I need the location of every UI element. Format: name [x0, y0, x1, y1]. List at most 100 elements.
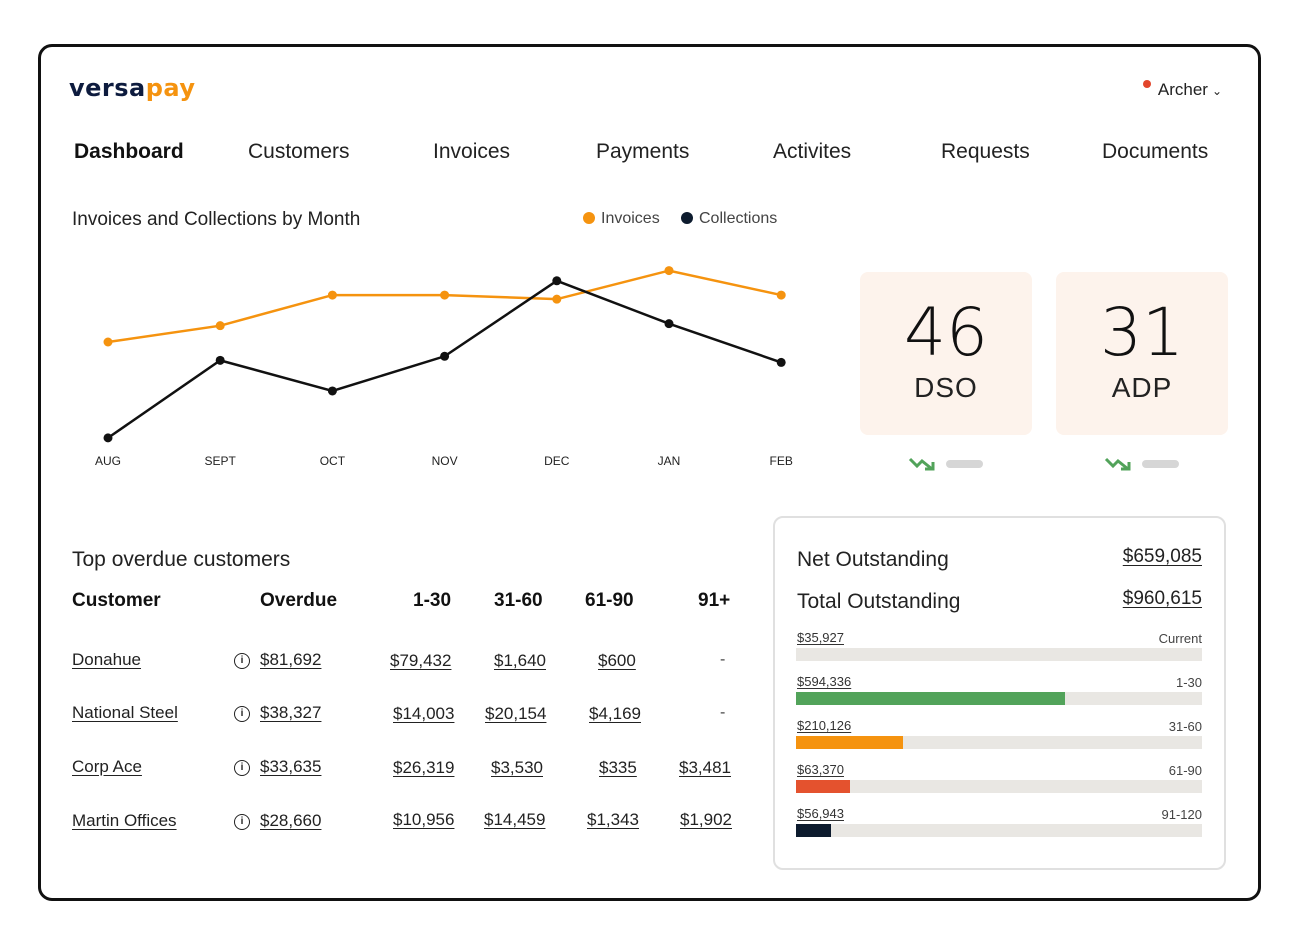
aging-bar-track	[796, 780, 1202, 793]
data-point-collections-nov[interactable]	[440, 351, 450, 361]
info-icon[interactable]: i	[234, 706, 250, 722]
user-menu[interactable]: Archer ⌄	[1142, 80, 1222, 100]
overdue-amount[interactable]: $81,692	[260, 650, 322, 669]
dso-value: 46	[904, 294, 988, 371]
col-61-90[interactable]: 61-90	[585, 590, 634, 611]
x-tick-label: NOV	[432, 454, 458, 468]
aging-bar-fill	[796, 780, 850, 793]
customer-link[interactable]: Martin Offices	[72, 811, 177, 830]
aging-bar-fill	[796, 736, 904, 749]
data-point-invoices-feb[interactable]	[776, 290, 786, 300]
col-31-60[interactable]: 31-60	[494, 590, 543, 611]
amount-1-30[interactable]: $14,003	[393, 704, 455, 723]
bar-amount[interactable]: $594,336	[797, 674, 852, 689]
adp-trend	[1104, 455, 1184, 473]
bar-amount[interactable]: $56,943	[797, 806, 844, 821]
user-name: Archer	[1157, 80, 1208, 99]
data-point-invoices-dec[interactable]	[552, 294, 562, 304]
col-91-plus[interactable]: 91+	[698, 590, 731, 611]
amount-91-plus[interactable]: $3,481	[679, 758, 731, 777]
x-tick-label: SEPT	[205, 454, 237, 468]
amount-1-30[interactable]: $10,956	[393, 810, 455, 829]
chart-title: Invoices and Collections by Month	[72, 209, 361, 230]
nav-payments[interactable]: Payments	[596, 140, 690, 163]
aging-bar-fill	[796, 692, 1066, 705]
data-point-collections-feb[interactable]	[776, 357, 786, 367]
bar-bucket-label: Current	[1158, 631, 1202, 646]
amount-31-60[interactable]: $14,459	[484, 810, 546, 829]
bar-bucket-label: 31-60	[1168, 719, 1202, 734]
info-icon[interactable]: i	[234, 653, 250, 669]
overdue-amount[interactable]: $33,635	[260, 757, 322, 776]
bar-bucket-label: 91-120	[1161, 807, 1202, 822]
amount-1-30[interactable]: $26,319	[393, 758, 455, 777]
x-tick-label: AUG	[95, 454, 121, 468]
data-point-invoices-oct[interactable]	[327, 290, 337, 300]
amount-31-60[interactable]: $3,530	[491, 758, 543, 777]
amount-61-90[interactable]: $4,169	[589, 704, 641, 723]
trend-down-icon	[908, 457, 935, 471]
legend-invoices[interactable]: Invoices	[583, 210, 660, 228]
aging-bar-track	[796, 824, 1202, 837]
aging-bar-track	[796, 736, 1202, 749]
bar-amount[interactable]: $35,927	[797, 630, 844, 645]
amount-1-30[interactable]: $79,432	[390, 651, 452, 670]
bar-amount[interactable]: $63,370	[797, 762, 844, 777]
bar-amount[interactable]: $210,126	[797, 718, 852, 733]
versapay-logo[interactable]: versapay	[69, 74, 196, 102]
customer-link[interactable]: National Steel	[72, 703, 178, 722]
info-icon[interactable]: i	[234, 814, 250, 830]
data-point-invoices-sept[interactable]	[215, 321, 225, 331]
nav-customers[interactable]: Customers	[248, 140, 350, 163]
amount-61-90[interactable]: $335	[599, 758, 637, 777]
series-line-invoices	[107, 269, 782, 344]
col-overdue[interactable]: Overdue	[260, 590, 338, 611]
customer-link[interactable]: Donahue	[72, 650, 142, 669]
dso-label: DSO	[914, 372, 978, 403]
notification-dot	[1142, 80, 1151, 88]
legend-dot-icon	[681, 212, 693, 224]
nav-dashboard[interactable]: Dashboard	[74, 140, 184, 163]
amount-61-90[interactable]: $1,343	[587, 810, 639, 829]
amount-91-plus[interactable]: $1,902	[680, 810, 732, 829]
chevron-down-icon: ⌄	[1211, 84, 1222, 98]
data-point-collections-sept[interactable]	[215, 355, 225, 365]
nav-invoices[interactable]: Invoices	[433, 140, 511, 163]
data-point-invoices-aug[interactable]	[103, 337, 113, 347]
total-outstanding-label: Total Outstanding	[797, 590, 961, 613]
aging-bar-track	[796, 692, 1202, 705]
legend-collections[interactable]: Collections	[681, 210, 777, 228]
net-outstanding-value[interactable]: $659,085	[1122, 546, 1202, 567]
nav-activites[interactable]: Activites	[773, 140, 852, 163]
aging-bar-track	[796, 648, 1202, 661]
data-point-collections-dec[interactable]	[552, 276, 562, 286]
data-point-invoices-jan[interactable]	[664, 266, 674, 276]
amount-31-60[interactable]: $1,640	[494, 651, 546, 670]
data-point-collections-aug[interactable]	[103, 433, 113, 443]
nav-documents[interactable]: Documents	[1102, 140, 1209, 163]
data-point-collections-oct[interactable]	[327, 386, 337, 396]
overdue-amount[interactable]: $38,327	[260, 703, 322, 722]
adp-label: ADP	[1111, 372, 1173, 403]
nav-requests[interactable]: Requests	[941, 140, 1030, 163]
col-1-30[interactable]: 1-30	[413, 590, 452, 611]
dso-trend	[908, 455, 988, 473]
data-point-collections-jan[interactable]	[664, 319, 674, 329]
x-tick-label: FEB	[770, 454, 793, 468]
col-customer[interactable]: Customer	[72, 590, 161, 611]
dso-card[interactable]: 46 DSO	[860, 272, 1032, 435]
customer-link[interactable]: Corp Ace	[72, 757, 142, 776]
overdue-amount[interactable]: $28,660	[260, 811, 322, 830]
data-point-invoices-nov[interactable]	[440, 290, 450, 300]
amount-31-60[interactable]: $20,154	[485, 704, 547, 723]
x-tick-label: DEC	[544, 454, 570, 468]
bar-bucket-label: 1-30	[1175, 675, 1202, 690]
total-outstanding-value[interactable]: $960,615	[1122, 588, 1202, 609]
info-icon[interactable]: i	[234, 760, 250, 776]
amount-61-90[interactable]: $600	[598, 651, 636, 670]
amount-91-plus: -	[720, 704, 726, 721]
net-outstanding-label: Net Outstanding	[797, 548, 949, 571]
overdue-title: Top overdue customers	[72, 548, 291, 571]
adp-card[interactable]: 31 ADP	[1056, 272, 1228, 435]
